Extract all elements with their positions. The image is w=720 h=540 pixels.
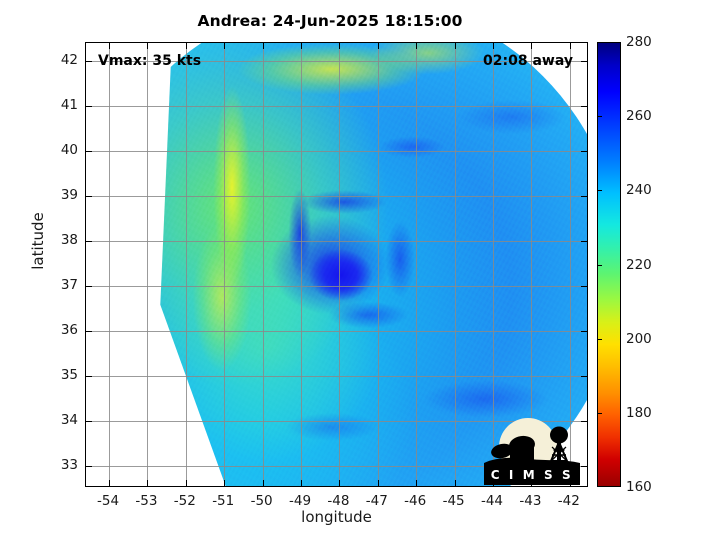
colorbar-tick-label: 160	[626, 479, 652, 495]
x-tick	[147, 480, 149, 486]
y-tick	[581, 60, 587, 62]
colorbar-tick	[597, 338, 602, 340]
x-tick	[185, 480, 187, 486]
x-tick	[109, 43, 111, 49]
y-tick-label: 37	[60, 276, 78, 293]
x-tick	[531, 43, 533, 49]
x-tick	[493, 43, 494, 49]
time-away-annotation: 02:08 away	[483, 53, 573, 69]
y-tick	[581, 195, 587, 197]
x-tick	[109, 480, 111, 486]
x-tick-label: -43	[519, 493, 542, 509]
x-tick-label: -54	[97, 493, 120, 509]
x-tick-label: -44	[480, 493, 504, 509]
y-tick	[581, 465, 587, 467]
x-tick	[262, 480, 264, 486]
y-tick-label: 39	[60, 186, 78, 203]
y-tick	[581, 330, 587, 332]
x-tick	[377, 480, 379, 486]
x-tick	[339, 480, 341, 486]
colorbar-tick	[597, 116, 602, 118]
y-tick-label: 34	[60, 411, 78, 428]
x-tick-label: -47	[365, 493, 388, 509]
y-tick-label: 40	[60, 141, 78, 158]
y-tick-label: 38	[60, 231, 78, 248]
x-tick-label: -48	[327, 493, 350, 509]
x-tick-label: -52	[173, 493, 196, 509]
x-tick	[185, 43, 187, 49]
plot-area: Vmax: 35 kts 02:08 away C I M S S	[85, 42, 588, 487]
y-tick	[86, 105, 92, 107]
colorbar-tick	[597, 264, 602, 266]
brightness-temperature-heatmap	[160, 43, 587, 486]
x-tick-label: -51	[212, 493, 235, 509]
x-tick-label: -42	[557, 493, 580, 509]
colorbar-tick-label: 220	[626, 256, 652, 273]
y-tick	[86, 375, 92, 377]
colorbar-tick-label: 240	[626, 182, 652, 199]
y-tick	[86, 60, 92, 62]
y-tick	[86, 240, 92, 242]
x-tick	[569, 43, 571, 49]
y-tick	[86, 195, 92, 197]
x-tick	[416, 43, 418, 49]
y-tick	[581, 150, 587, 152]
y-tick-label: 35	[60, 366, 78, 383]
x-tick-label: -49	[288, 493, 312, 509]
y-tick	[581, 105, 587, 107]
y-tick	[86, 285, 92, 287]
x-tick	[147, 43, 149, 49]
x-tick	[224, 480, 226, 486]
page-title: Andrea: 24-Jun-2025 18:15:00	[197, 12, 463, 30]
x-tick	[224, 43, 226, 49]
cimss-logo-text: C I M S S	[491, 468, 574, 482]
vmax-annotation: Vmax: 35 kts	[98, 53, 202, 69]
y-tick	[581, 375, 587, 377]
x-tick-label: -53	[135, 493, 158, 509]
colorbar-tick-label: 180	[626, 404, 652, 421]
colorbar-tick	[597, 412, 602, 414]
y-tick-label: 33	[60, 456, 78, 473]
cimss-logo: C I M S S	[484, 418, 580, 485]
y-axis-title: latitude	[29, 212, 47, 270]
x-tick	[454, 43, 456, 49]
x-tick	[416, 480, 418, 486]
y-tick	[581, 240, 587, 242]
y-tick	[86, 150, 92, 152]
x-tick	[262, 43, 264, 49]
x-tick	[454, 480, 456, 486]
x-tick	[377, 43, 379, 49]
x-tick	[301, 480, 303, 486]
colorbar-tick	[597, 190, 602, 192]
colorbar-tick-label: 200	[626, 330, 652, 347]
y-tick	[86, 330, 92, 332]
y-tick-label: 42	[60, 51, 78, 68]
y-tick	[86, 465, 92, 467]
y-tick-label: 41	[60, 96, 78, 113]
colorbar-tick-label: 260	[626, 108, 652, 125]
x-tick-label: -46	[404, 493, 427, 509]
colorbar-tick-label: 280	[626, 34, 652, 50]
y-tick	[581, 285, 587, 287]
x-tick	[301, 43, 303, 49]
y-tick	[86, 420, 92, 422]
x-tick	[339, 43, 341, 49]
x-tick-label: -50	[250, 493, 273, 509]
x-tick-label: -45	[442, 493, 465, 509]
y-tick-label: 36	[60, 321, 78, 338]
x-axis-title: longitude	[301, 508, 372, 526]
y-tick	[581, 420, 587, 422]
